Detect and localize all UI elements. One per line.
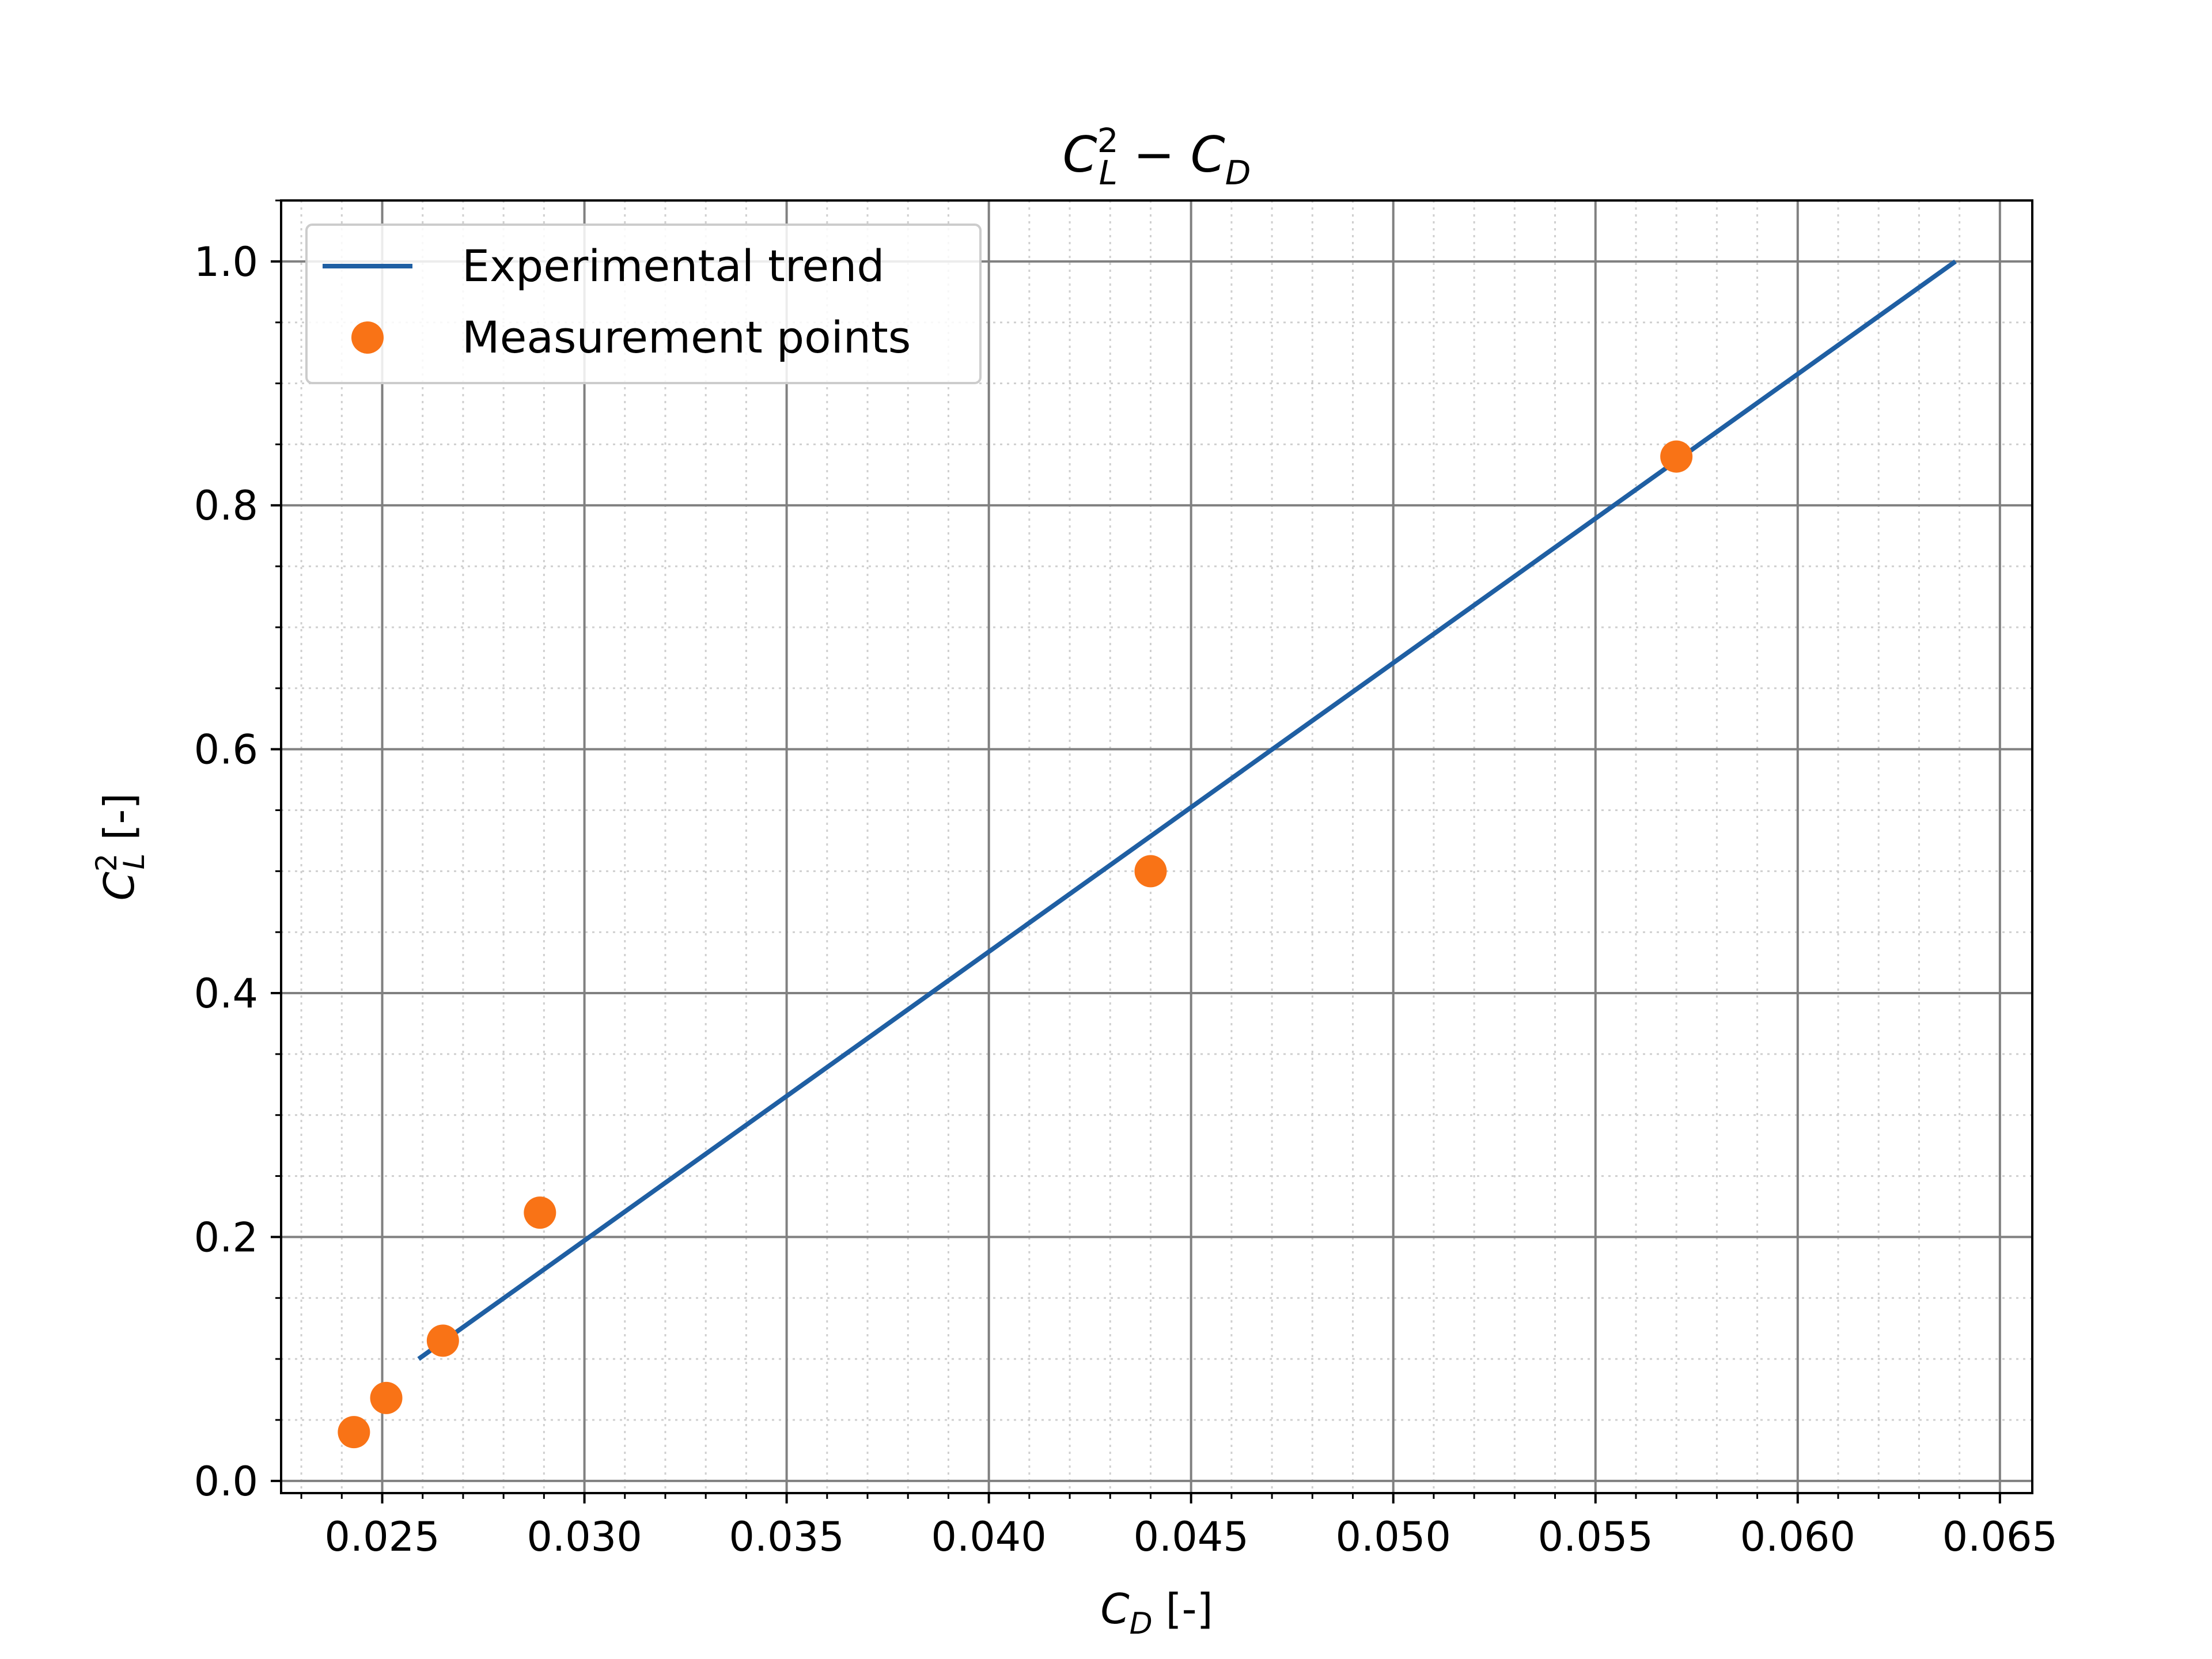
title-minus-c: − C [1118,126,1225,184]
y-axis-label: C2L [-] [90,793,151,901]
x-tick-label: 0.030 [527,1513,642,1560]
legend-box [305,224,982,384]
x-label-unit: [-] [1153,1585,1213,1633]
plot-frame [280,199,2033,1494]
x-tick-label: 0.035 [729,1513,844,1560]
y-tick-labels: 0.0 0.2 0.4 0.6 0.8 1.0 [194,238,258,1505]
title-subscript: L [1099,153,1118,192]
title-superscript: 2 [1097,121,1119,160]
series-layer [338,259,1957,1449]
axis-ticks [271,199,2001,1503]
x-tick-label: 0.045 [1133,1513,1248,1560]
x-tick-label: 0.050 [1336,1513,1451,1560]
x-tick-label: 0.060 [1740,1513,1855,1560]
measurement-point [370,1381,403,1414]
measurement-point [1134,855,1167,888]
x-tick-label: 0.055 [1538,1513,1653,1560]
legend-label-trend: Experimental trend [462,240,885,291]
legend-dot-swatch [351,321,384,354]
measurement-point [1660,440,1693,473]
x-tick-label: 0.065 [1942,1513,2058,1560]
x-tick-labels: 0.025 0.030 0.035 0.040 0.045 0.050 0.055 0.060… [324,1513,2058,1560]
legend: Experimental trend Measurement points [305,224,982,384]
x-tick-label: 0.040 [931,1513,1046,1560]
measurement-point [338,1416,370,1449]
x-axis-label: CD [-] [1100,1585,1213,1641]
y-tick-label: 0.8 [194,482,258,529]
major-grid [281,200,2032,1493]
x-label-c: C [1100,1585,1130,1633]
y-tick-label: 1.0 [194,238,258,286]
trend-line [417,259,1957,1361]
y-label-unit: [-] [95,793,143,854]
y-label-c: C [95,872,143,901]
x-tick-label: 0.025 [324,1513,440,1560]
title-subscript-d: D [1225,153,1251,192]
y-tick-label: 0.2 [194,1214,258,1261]
chart-title: C2 L − CD [1063,121,1251,192]
y-label-superscript: 2 [90,853,123,872]
y-tick-label: 0.6 [194,726,258,774]
y-label-subscript: L [118,854,151,870]
x-label-subscript: D [1130,1607,1153,1641]
y-tick-label: 0.4 [194,970,258,1017]
measurement-point [426,1324,459,1357]
measurement-point [524,1196,556,1229]
title-c: C [1063,126,1097,184]
legend-label-measurements: Measurement points [462,312,911,363]
y-tick-label: 0.0 [194,1458,258,1505]
